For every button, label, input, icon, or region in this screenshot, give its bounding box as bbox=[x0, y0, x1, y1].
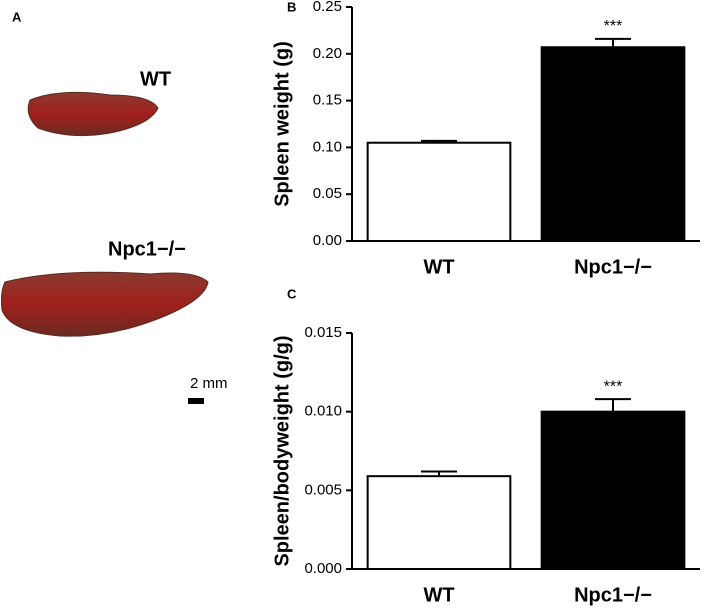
y-tick-label: 0.00 bbox=[313, 232, 342, 249]
sample-label: WT bbox=[140, 68, 171, 90]
scale-bar-label: 2 mm bbox=[190, 375, 228, 392]
spleen-image bbox=[0, 271, 209, 337]
y-tick-label: 0.20 bbox=[313, 45, 342, 62]
x-tick-label: Npc1−/− bbox=[574, 256, 652, 278]
bar bbox=[540, 46, 686, 242]
spleen-image bbox=[27, 91, 159, 137]
y-tick-label: 0.005 bbox=[304, 481, 342, 498]
panel-label: A bbox=[12, 9, 22, 24]
sample-label: Npc1−/− bbox=[108, 238, 186, 260]
x-tick-label: WT bbox=[423, 584, 454, 606]
bar bbox=[540, 410, 686, 570]
bar bbox=[366, 141, 512, 242]
bar bbox=[366, 475, 512, 571]
y-tick-label: 0.25 bbox=[313, 0, 342, 15]
y-tick-label: 0.010 bbox=[304, 403, 342, 420]
y-tick-label: 0.05 bbox=[313, 185, 342, 202]
y-tick-label: 0.015 bbox=[304, 324, 342, 341]
scale-bar bbox=[188, 398, 204, 404]
y-tick-label: 0.15 bbox=[313, 92, 342, 109]
significance-label: *** bbox=[604, 18, 623, 35]
significance-label: *** bbox=[604, 378, 623, 395]
y-tick-label: 0.10 bbox=[313, 138, 342, 155]
panel-label: B bbox=[287, 0, 296, 14]
panel-label: C bbox=[287, 286, 297, 301]
y-axis-label: Spleen weight (g) bbox=[271, 41, 293, 207]
x-tick-label: Npc1−/− bbox=[574, 584, 652, 606]
x-tick-label: WT bbox=[423, 256, 454, 278]
y-axis-label: Spleen/bodyweight (g/g) bbox=[271, 335, 293, 566]
y-tick-label: 0.000 bbox=[304, 560, 342, 577]
